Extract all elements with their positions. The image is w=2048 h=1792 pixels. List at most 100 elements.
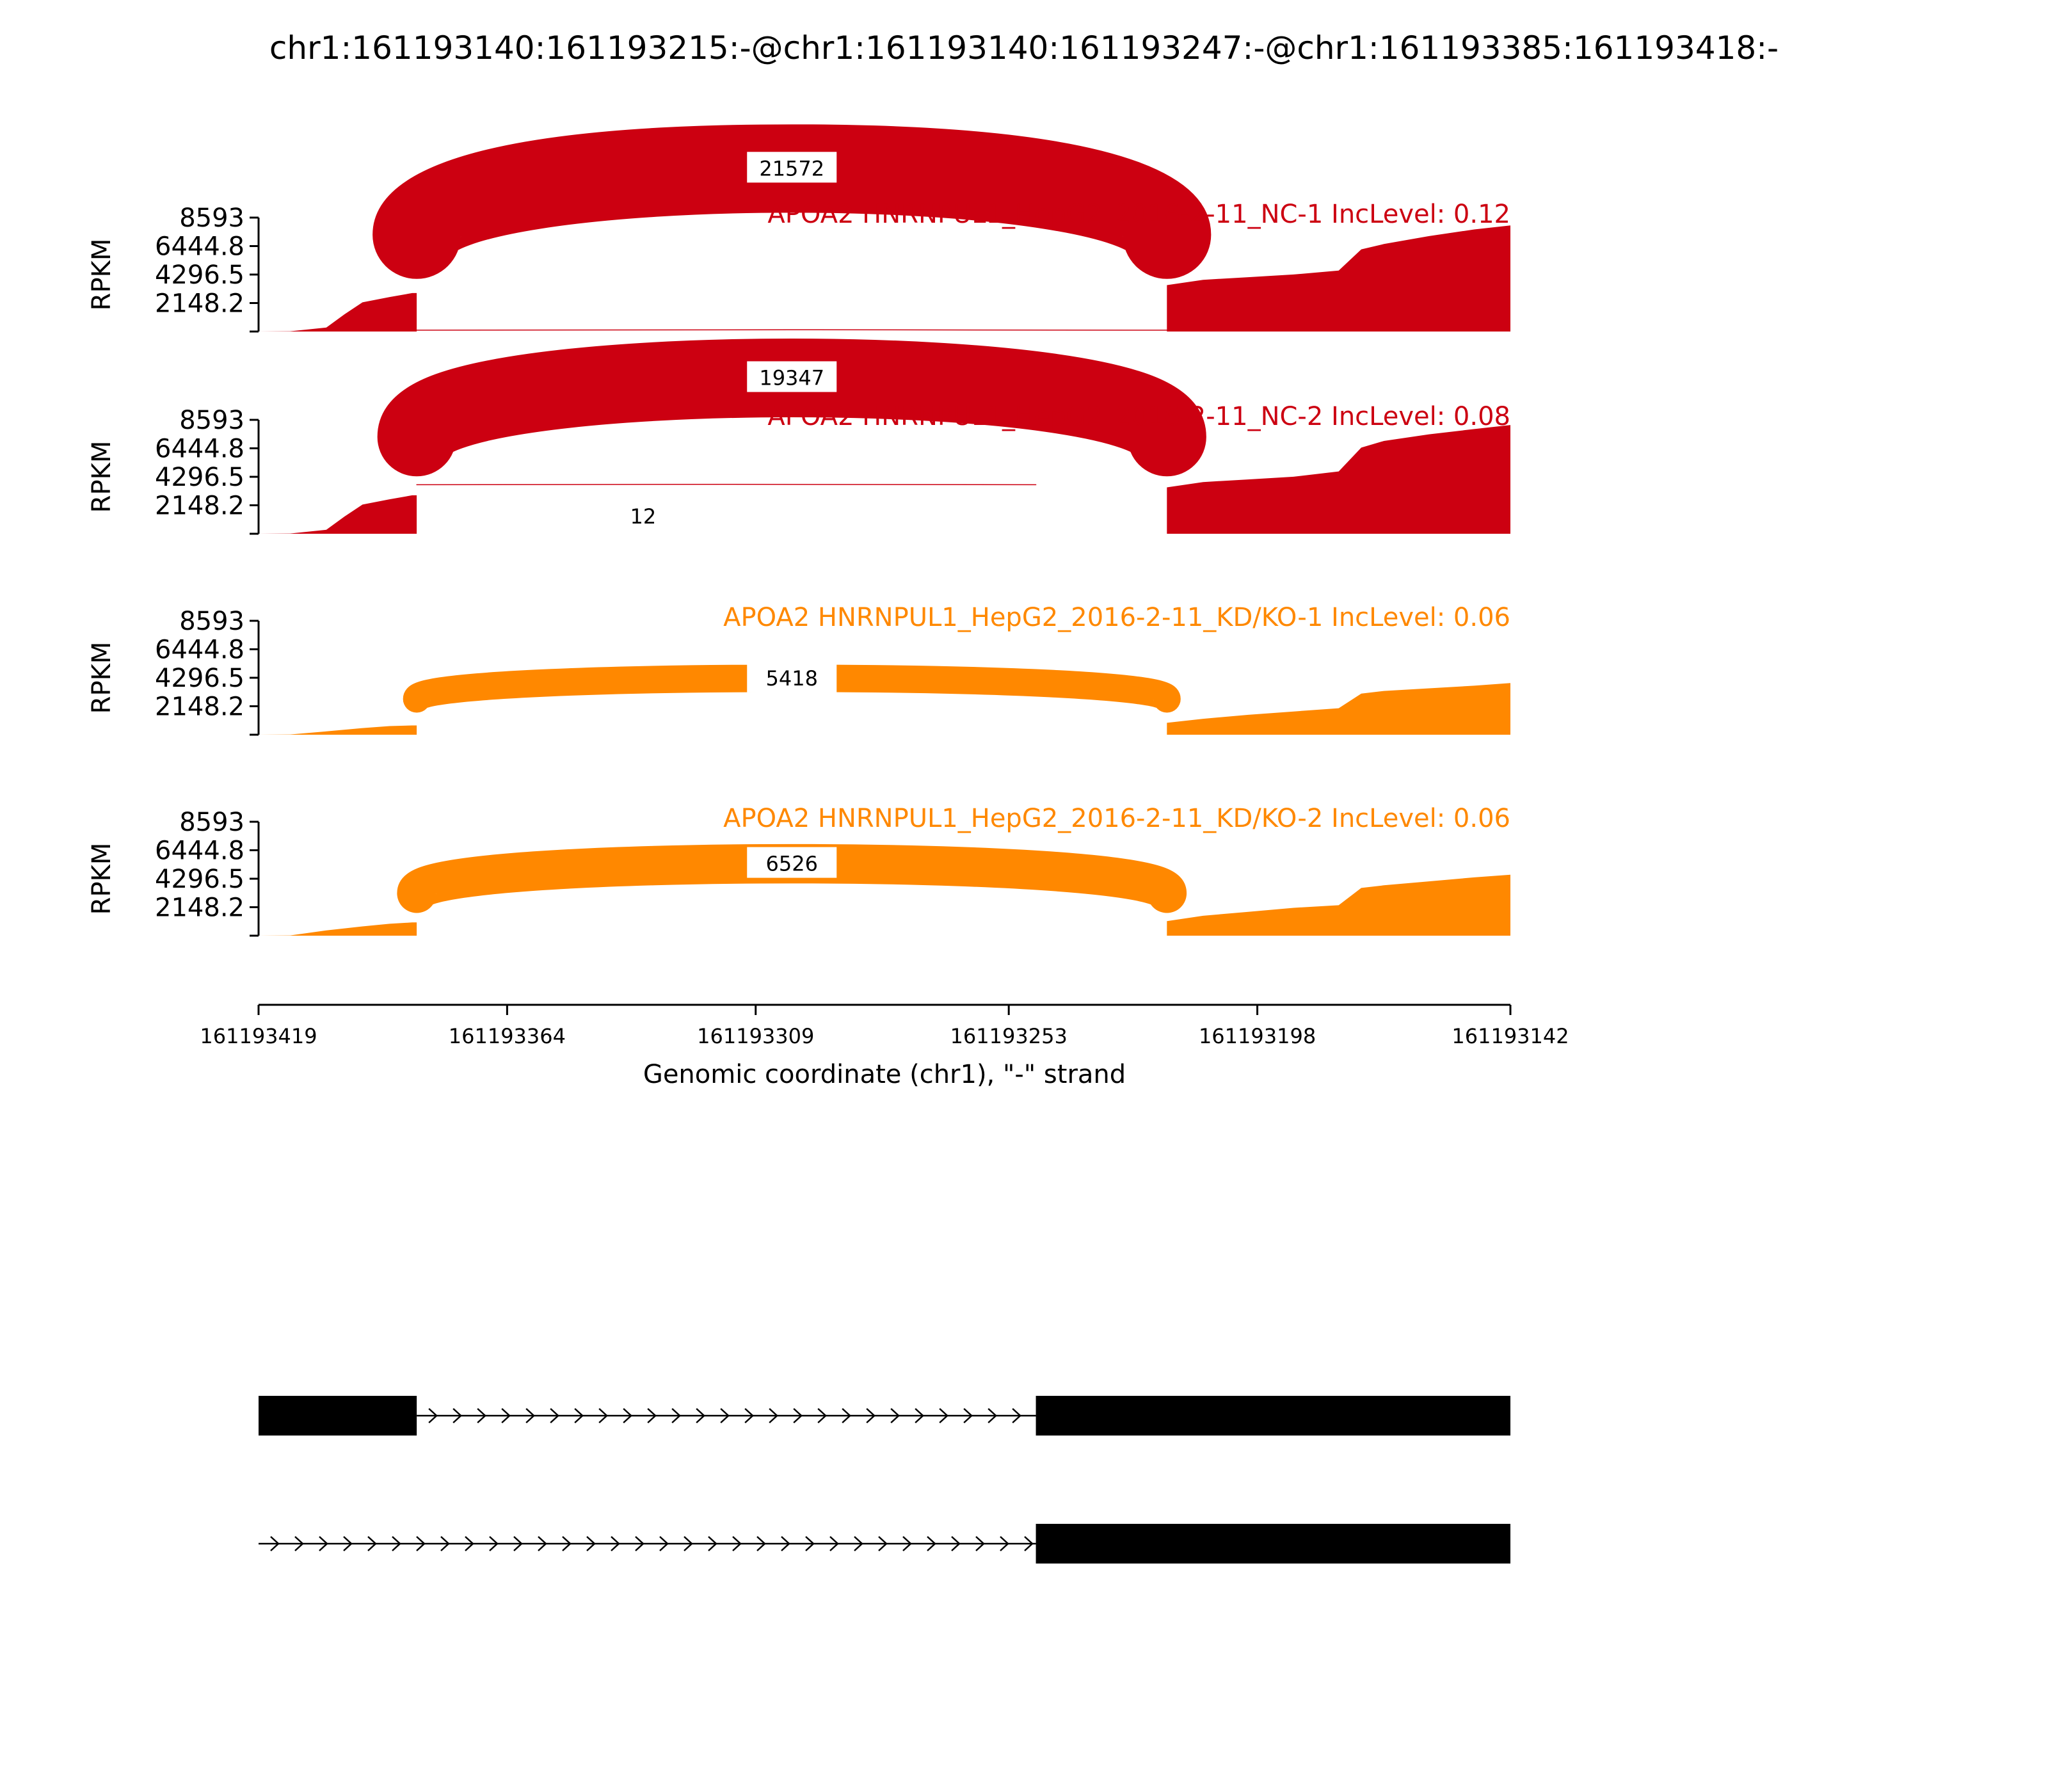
junction-count: 5418	[766, 666, 818, 691]
junction-label-box	[747, 661, 837, 692]
strand-chevron	[270, 1536, 280, 1551]
y-tick-label: 2148.2	[155, 893, 244, 923]
x-tick-label: 161193309	[697, 1024, 814, 1048]
strand-chevron	[720, 1408, 730, 1423]
strand-chevron	[611, 1536, 620, 1551]
exon-block	[1036, 1524, 1510, 1564]
strand-chevron	[671, 1408, 681, 1423]
strand-chevron	[392, 1536, 401, 1551]
strand-chevron	[878, 1536, 888, 1551]
strand-chevron	[501, 1408, 511, 1423]
y-tick-label: 8593	[179, 607, 244, 636]
strand-chevron	[963, 1408, 973, 1423]
coverage-area	[259, 425, 1510, 534]
junction-arc	[416, 484, 1037, 486]
y-tick-label: 2148.2	[155, 289, 244, 319]
strand-chevron	[538, 1536, 547, 1551]
strand-chevron	[586, 1536, 596, 1551]
strand-chevron	[562, 1536, 572, 1551]
strand-chevron	[975, 1536, 985, 1551]
junction-count: 6526	[766, 852, 818, 876]
strand-chevron	[647, 1408, 657, 1423]
junction-label-box	[747, 361, 837, 392]
junction-label-box	[598, 499, 688, 531]
strand-chevron	[805, 1536, 815, 1551]
x-tick-label: 161193253	[950, 1024, 1068, 1048]
strand-chevron	[684, 1536, 693, 1551]
x-axis: 161193419 161193364 161193309 161193253 1611…	[200, 1004, 1569, 1048]
strand-chevron	[343, 1536, 353, 1551]
strand-chevron	[440, 1536, 450, 1551]
x-tick-label: 161193198	[1199, 1024, 1316, 1048]
strand-chevron	[1012, 1408, 1021, 1423]
strand-chevron	[951, 1536, 961, 1551]
figure-title: chr1:161193140:161193215:-@chr1:16119314…	[269, 29, 1779, 67]
strand-chevron	[902, 1536, 912, 1551]
strand-chevron	[465, 1536, 474, 1551]
x-tick-label: 161193419	[200, 1024, 317, 1048]
strand-chevron	[732, 1536, 742, 1551]
y-tick-label: 8593	[179, 406, 244, 435]
y-tick-label: 6444.8	[155, 635, 244, 664]
junction-label-box	[747, 152, 837, 183]
junction-label-box	[747, 847, 837, 878]
y-tick-label: 2148.2	[155, 492, 244, 521]
strand-chevron	[744, 1408, 754, 1423]
track-title: APOA2 HNRNPUL1_HepG2_2016-2-11_KD/KO-1 I…	[723, 603, 1510, 632]
strand-chevron	[513, 1536, 523, 1551]
y-tick-label: 8593	[179, 204, 244, 233]
exon-block	[259, 1396, 417, 1436]
strand-chevron	[793, 1408, 803, 1423]
coverage-area	[259, 874, 1510, 936]
strand-chevron	[635, 1536, 644, 1551]
transcript-models	[259, 1396, 1510, 1564]
strand-chevron	[452, 1408, 462, 1423]
strand-chevron	[416, 1536, 426, 1551]
strand-chevron	[659, 1536, 669, 1551]
strand-chevron	[696, 1408, 705, 1423]
x-tick-label: 161193364	[449, 1024, 566, 1048]
strand-chevron	[428, 1408, 438, 1423]
strand-chevron	[756, 1536, 766, 1551]
y-tick-label: 6444.8	[155, 232, 244, 261]
strand-chevron	[927, 1536, 936, 1551]
strand-chevron	[866, 1408, 876, 1423]
transcript-1	[259, 1396, 1510, 1436]
y-axis-label: RPKM	[87, 441, 116, 513]
junction-count: 19347	[759, 366, 824, 390]
y-tick-label: 4296.5	[155, 463, 244, 492]
y-axis-label: RPKM	[87, 642, 116, 714]
strand-chevron	[623, 1408, 632, 1423]
strand-chevron	[829, 1536, 839, 1551]
strand-chevron	[367, 1536, 377, 1551]
strand-chevron	[817, 1408, 827, 1423]
track-title: APOA2 HNRNPUL1_HepG2_2016-2-11_KD/KO-2 I…	[723, 804, 1510, 833]
x-tick-label: 161193142	[1452, 1024, 1569, 1048]
strand-chevron	[854, 1536, 863, 1551]
exon-block	[1036, 1396, 1510, 1436]
strand-chevron	[1024, 1536, 1034, 1551]
strand-chevron	[477, 1408, 486, 1423]
strand-chevron	[489, 1536, 499, 1551]
strand-chevron	[550, 1408, 559, 1423]
strand-chevron	[842, 1408, 851, 1423]
strand-chevron	[525, 1408, 535, 1423]
strand-chevron	[890, 1408, 900, 1423]
transcript-2	[259, 1524, 1510, 1564]
y-tick-label: 4296.5	[155, 865, 244, 894]
y-axis-label: RPKM	[87, 843, 116, 915]
strand-chevron	[781, 1536, 790, 1551]
track-title: APOA2 HNRNPUL1_HepG2_2016-2-11_NC-1 IncL…	[767, 200, 1510, 229]
strand-chevron	[294, 1536, 304, 1551]
track-title: APOA2 HNRNPUL1_HepG2_2016-2-11_NC-2 IncL…	[767, 402, 1510, 431]
coverage-area	[259, 225, 1510, 332]
strand-chevron	[769, 1408, 778, 1423]
x-axis-label: Genomic coordinate (chr1), "-" strand	[643, 1060, 1126, 1089]
